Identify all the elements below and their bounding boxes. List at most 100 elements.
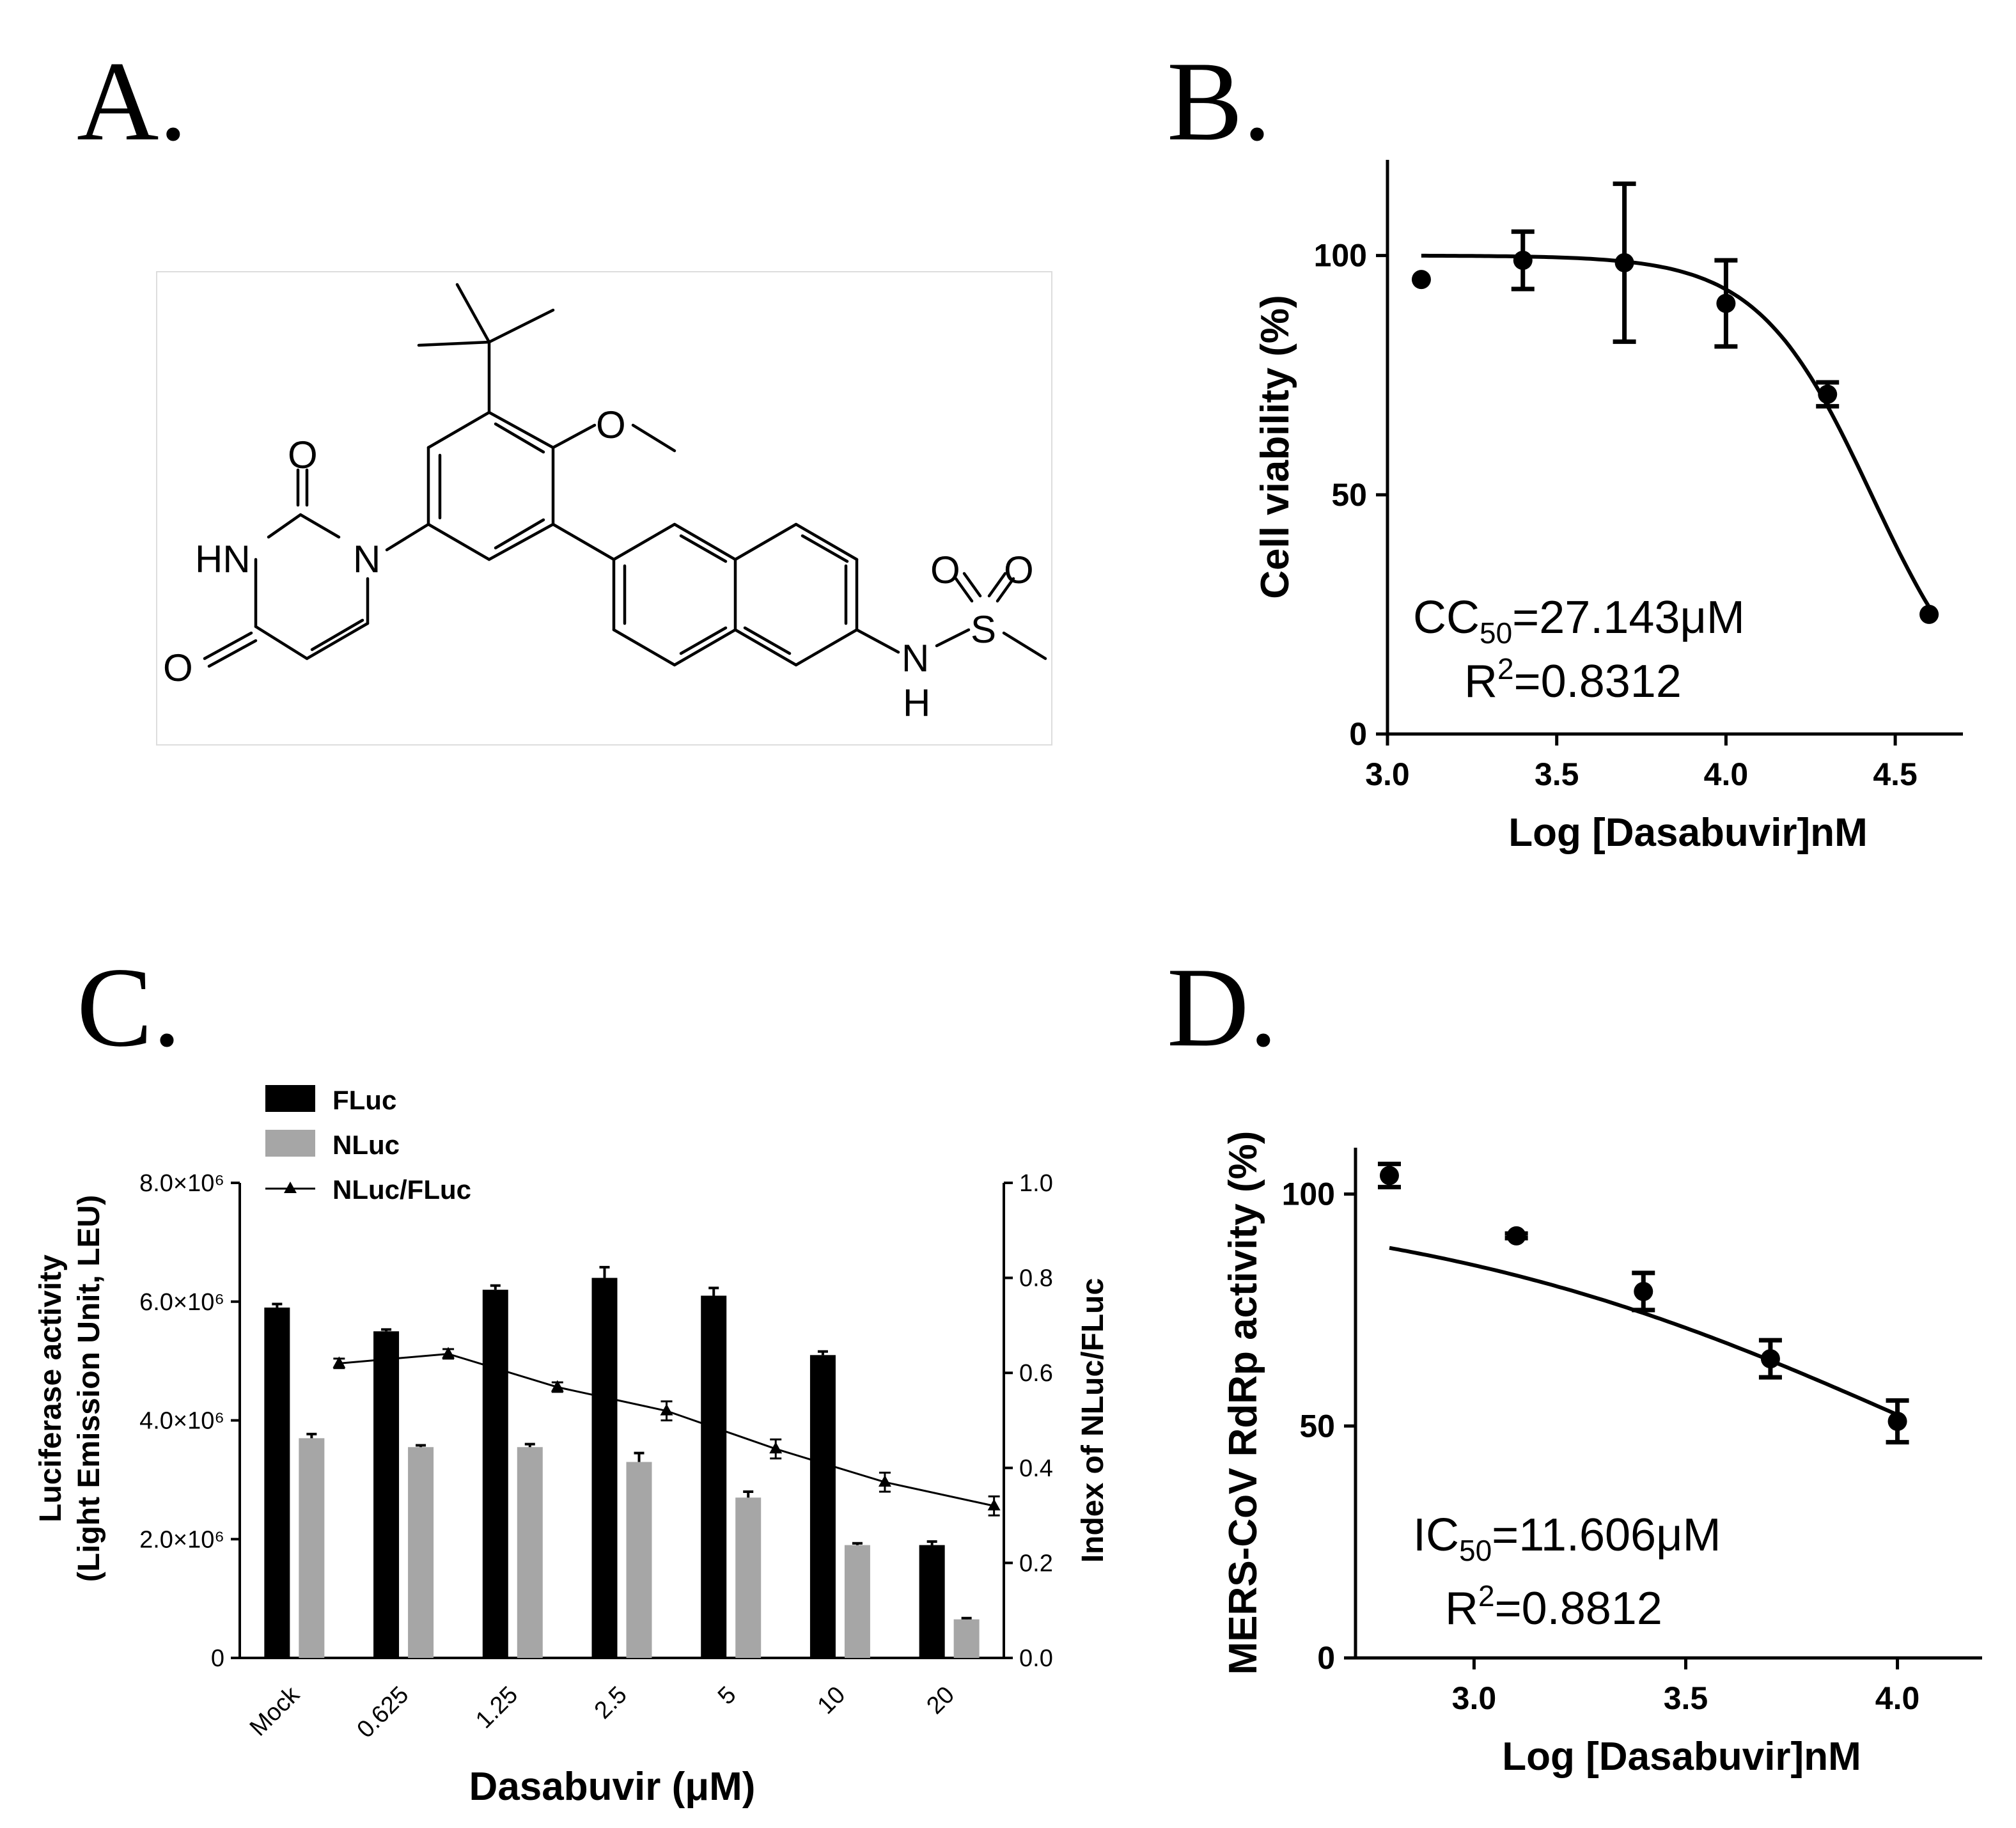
x-tick-label: 4.0 [1704, 756, 1749, 792]
ratio-line [339, 1352, 994, 1507]
y-tick-label-left: 0 [211, 1645, 224, 1672]
category-label: 20 [921, 1682, 960, 1720]
y-axis-title-line2: (Light Emission Unit, LEU) [72, 1195, 106, 1582]
legend-label-ratio: NLuc/FLuc [332, 1175, 471, 1205]
legend-marker-ratio [284, 1182, 297, 1193]
x-axis-title: Log [Dasabuvir]nM [1502, 1735, 1861, 1779]
fluc-bar [264, 1308, 290, 1658]
y-tick-label: 50 [1331, 477, 1367, 513]
y-tick-label-left: 4.0×10⁶ [139, 1408, 224, 1435]
x-axis-title: Dasabuvir (μM) [469, 1765, 756, 1809]
chart-c: 0 2.0×10⁶ 4.0×10⁶ 6.0×10⁶ 8.0×10⁶ 0.0 0.2 0.4 0.… [34, 1085, 1110, 1809]
atom-s: S [971, 608, 996, 651]
data-point [1379, 1166, 1399, 1185]
x-tick-label: 4.5 [1873, 756, 1918, 792]
y-tick-label: 0 [1349, 716, 1367, 752]
x-tick-label: 4.0 [1875, 1680, 1920, 1716]
fluc-bar [701, 1295, 727, 1658]
legend-swatch-fluc [265, 1085, 315, 1112]
ratio-marker [442, 1347, 455, 1359]
y-tick-label: 100 [1314, 238, 1367, 274]
data-point [1716, 293, 1736, 313]
y-axis-title: Cell viability (%) [1253, 295, 1297, 598]
fluc-bar [373, 1331, 400, 1658]
atom-nh-h: H [903, 682, 930, 724]
nluc-bar [517, 1447, 543, 1658]
panel-b-letter: B. [1167, 38, 1271, 164]
r2-annotation-b: R2=0.8312 [1464, 652, 1682, 707]
atom-o-sulfonyl-left: O [930, 549, 960, 591]
category-label: 2.5 [590, 1682, 632, 1724]
y-tick-label-right: 0.0 [1019, 1645, 1053, 1672]
cc50-annotation: CC50=27.143μM [1413, 592, 1745, 650]
x-axis-title: Log [Dasabuvir]nM [1508, 811, 1867, 855]
panel-c-letter: C. [77, 944, 181, 1070]
atom-hn: HN [195, 538, 251, 581]
panel-a: A. [77, 38, 1052, 746]
y-tick-label: 0 [1317, 1640, 1335, 1676]
legend-label-nluc: NLuc [332, 1130, 400, 1160]
atom-o-sulfonyl-right: O [1004, 549, 1034, 591]
y-tick-label: 100 [1282, 1176, 1335, 1212]
chart-b: 3.0 3.5 4.0 4.5 0 50 100 Log [Dasabuvir]nM Cell … [1253, 160, 1963, 855]
fluc-bar [591, 1277, 618, 1658]
ratio-marker [660, 1403, 673, 1416]
data-point [1760, 1349, 1780, 1369]
category-label: 10 [813, 1682, 851, 1720]
ratio-marker [878, 1475, 891, 1487]
atom-n: N [353, 538, 380, 581]
nluc-bar [626, 1462, 652, 1658]
data-point [1506, 1226, 1526, 1246]
data-point [1887, 1412, 1907, 1432]
y-tick-label-right: 0.2 [1019, 1550, 1053, 1577]
ratio-marker [551, 1380, 564, 1392]
y-tick-label-left: 2.0×10⁶ [139, 1526, 224, 1553]
nluc-bar [953, 1619, 980, 1658]
y2-axis-title: Index of NLuc/FLuc [1076, 1278, 1110, 1563]
fluc-bar [919, 1545, 945, 1658]
x-tick-label: 3.0 [1452, 1680, 1497, 1716]
y-tick-label-right: 1.0 [1019, 1170, 1053, 1197]
y-axis-title-line1: Luciferase activity [34, 1254, 68, 1522]
nluc-bar [735, 1497, 762, 1658]
y-tick-label-right: 0.8 [1019, 1265, 1053, 1292]
category-label: 1.25 [471, 1682, 523, 1734]
data-point [1919, 604, 1939, 624]
category-label: Mock [245, 1681, 306, 1742]
fluc-bar [482, 1290, 508, 1658]
data-point [1614, 253, 1634, 272]
ratio-marker [769, 1442, 783, 1454]
data-point [1634, 1281, 1653, 1301]
fit-curve [1389, 1246, 1898, 1417]
y-tick-label: 50 [1299, 1408, 1335, 1444]
legend-label-fluc: FLuc [332, 1085, 396, 1115]
panel-b: B. 3.0 3.5 4.0 4.5 0 50 100 Log [Dasabuvir]nM Ce… [1167, 38, 1963, 855]
ic50-annotation: IC50=11.606μM [1413, 1510, 1721, 1567]
data-point [1513, 251, 1533, 270]
nluc-bar [299, 1438, 325, 1658]
atom-o-methoxy: O [596, 403, 626, 446]
structure-frame [156, 271, 1052, 746]
x-tick-label: 3.0 [1365, 756, 1410, 792]
y-tick-label-left: 6.0×10⁶ [139, 1289, 224, 1316]
dasabuvir-structure: O HN N O O N H S O O [163, 283, 1047, 724]
x-tick-label: 3.5 [1535, 756, 1579, 792]
y-tick-label-right: 0.4 [1019, 1455, 1053, 1482]
atom-o-bottom: O [163, 646, 193, 689]
data-point [1818, 384, 1838, 404]
data-point [1411, 270, 1431, 290]
nluc-bar [408, 1447, 434, 1658]
panel-c: C. 0 2.0×10⁶ 4.0×10⁶ 6.0×10⁶ 8.0×10⁶ 0.0 0.2 0.… [34, 944, 1110, 1809]
nluc-bar [844, 1545, 870, 1658]
r2-annotation-d: R2=0.8812 [1445, 1579, 1662, 1634]
fit-curve [1421, 253, 1931, 608]
y-axis-title: MERS-CoV RdRp activity (%) [1221, 1131, 1265, 1675]
panel-d-letter: D. [1167, 944, 1278, 1070]
chart-d: 3.0 3.5 4.0 0 50 100 Log [Dasabuvir]nM MERS-CoV… [1221, 1131, 1982, 1779]
legend-swatch-nluc [265, 1130, 315, 1157]
ratio-marker [987, 1499, 1001, 1511]
category-label: 0.625 [352, 1682, 414, 1744]
category-label: 5 [713, 1682, 742, 1710]
atom-nh-n: N [902, 637, 929, 680]
